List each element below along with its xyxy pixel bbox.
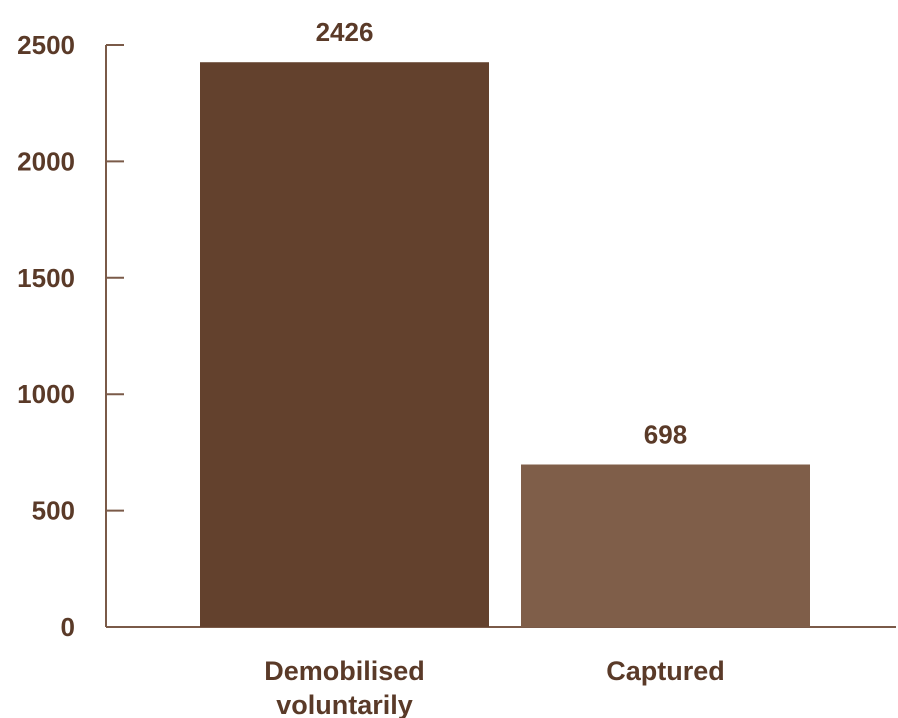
bars <box>200 62 810 628</box>
y-tick-label: 1500 <box>17 263 75 293</box>
category-label: Demobilised voluntarily <box>264 656 425 718</box>
bar <box>200 62 489 628</box>
y-tick-label: 500 <box>32 496 75 526</box>
bar-value-label: 698 <box>644 420 687 450</box>
y-tick-label: 0 <box>61 612 75 642</box>
y-tick-label: 1000 <box>17 379 75 409</box>
bar-value-label: 2426 <box>316 17 374 47</box>
value-labels: 2426 698 <box>316 17 688 449</box>
category-label: Captured <box>606 656 725 686</box>
y-tick-label: 2500 <box>17 30 75 60</box>
category-labels: Demobilised voluntarily Captured <box>264 656 725 718</box>
bar <box>521 464 810 627</box>
y-tick-label: 2000 <box>17 146 75 176</box>
y-axis: 0 500 1000 1500 2000 2500 <box>17 30 124 642</box>
